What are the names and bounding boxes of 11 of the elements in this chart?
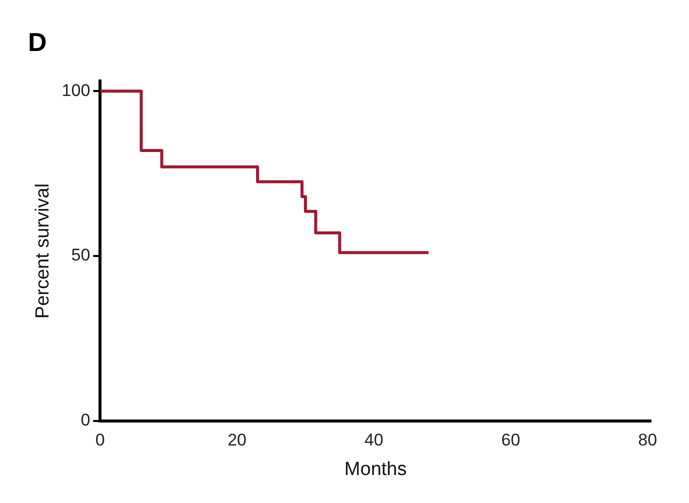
x-tick-label: 60 [501, 430, 520, 450]
y-tick-label: 50 [71, 246, 90, 265]
x-axis-title: Months [344, 458, 407, 480]
y-tick-label: 0 [80, 410, 90, 430]
x-tick-label: 80 [638, 430, 658, 450]
y-axis-title: Percent survival [32, 183, 54, 319]
x-tick-label: 20 [228, 430, 246, 450]
x-tick-label: 40 [364, 430, 384, 450]
x-tick-label: 0 [95, 430, 105, 450]
y-tick-label: 100 [62, 80, 90, 100]
chart-title: D [28, 26, 47, 57]
